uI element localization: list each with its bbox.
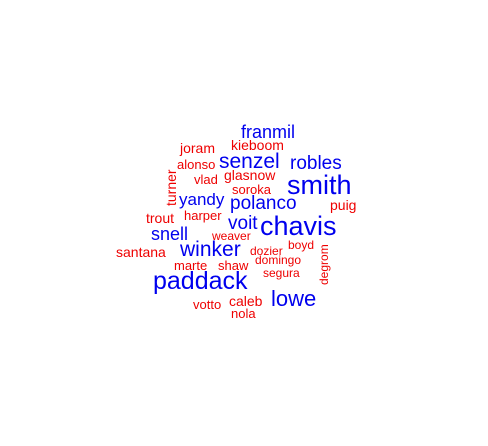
word-senzel: senzel xyxy=(219,150,280,173)
word-lowe: lowe xyxy=(271,286,317,311)
word-winker: winker xyxy=(180,238,241,261)
word-paddack: paddack xyxy=(153,267,248,295)
word-alonso: alonso xyxy=(177,157,216,172)
word-harper: harper xyxy=(184,208,222,223)
word-franmil: franmil xyxy=(241,122,296,142)
word-weaver: weaver xyxy=(212,229,251,243)
word-voit: voit xyxy=(228,213,258,234)
word-caleb: caleb xyxy=(229,293,263,309)
word-joram: joram xyxy=(180,140,216,156)
word-dozier: dozier xyxy=(250,244,283,258)
word-trout: trout xyxy=(146,210,175,226)
word-vlad: vlad xyxy=(194,172,218,187)
word-votto: votto xyxy=(193,297,222,312)
word-smith: smith xyxy=(287,170,352,200)
word-santana: santana xyxy=(116,244,166,260)
word-marte: marte xyxy=(174,258,208,273)
word-degrom: degrom xyxy=(317,244,331,285)
word-segura: segura xyxy=(263,266,300,280)
word-domingo: domingo xyxy=(255,253,302,267)
word-soroka: soroka xyxy=(232,182,272,197)
word-boyd: boyd xyxy=(288,238,315,252)
word-turner: turner xyxy=(163,169,179,206)
word-shaw: shaw xyxy=(218,258,249,273)
word-puig: puig xyxy=(330,197,357,213)
word-glasnow: glasnow xyxy=(224,167,276,183)
word-chavis: chavis xyxy=(260,211,337,241)
word-robles: robles xyxy=(290,153,342,174)
word-yandy: yandy xyxy=(179,190,225,209)
word-polanco: polanco xyxy=(230,193,297,214)
word-snell: snell xyxy=(151,224,189,244)
word-kieboom: kieboom xyxy=(231,137,284,153)
word-nola: nola xyxy=(231,306,256,321)
